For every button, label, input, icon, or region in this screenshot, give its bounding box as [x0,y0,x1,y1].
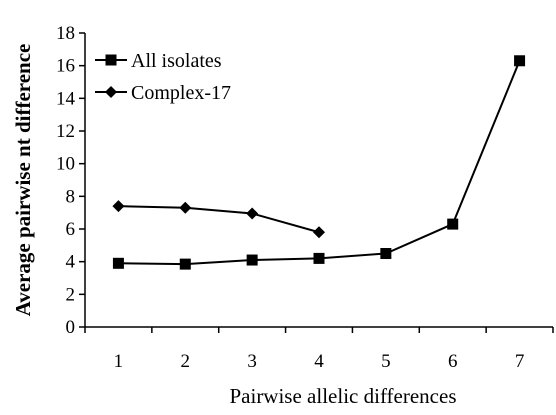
data-point-complex-17 [313,226,325,239]
x-tick-label: 1 [114,351,124,372]
y-axis-title: Average pairwise nt difference [11,44,35,317]
y-tick-label: 0 [66,317,76,338]
y-tick-label: 8 [66,186,76,207]
y-tick-label: 18 [56,23,75,44]
data-point-complex-17 [179,201,192,214]
y-tick-label: 14 [56,88,76,109]
x-tick-label: 7 [515,351,525,372]
y-tick-label: 4 [66,252,76,273]
x-tick-label: 6 [448,351,458,372]
y-tick-label: 2 [66,284,76,305]
y-tick-label: 16 [56,56,75,77]
x-tick-label: 4 [314,351,324,372]
x-tick-label: 5 [381,351,391,372]
legend-label-complex-17: Complex-17 [131,82,231,104]
y-tick-label: 12 [56,121,75,142]
data-point-all-isolates [380,248,392,259]
legend-marker-all-isolates [105,54,117,66]
legend-marker-complex-17 [105,86,117,98]
x-axis-title: Pairwise allelic differences [229,384,456,408]
x-tick-label: 3 [247,351,257,372]
data-point-all-isolates [447,218,459,230]
data-point-all-isolates [112,257,124,269]
data-point-all-isolates [179,258,191,270]
y-tick-label: 6 [66,219,76,240]
data-point-complex-17 [246,207,259,220]
data-point-complex-17 [112,200,125,213]
legend-label-all-isolates: All isolates [131,50,222,72]
data-point-all-isolates [514,55,526,67]
y-tick-label: 10 [56,154,75,175]
series-line-complex-17 [118,205,320,234]
x-tick-label: 2 [181,351,191,372]
data-point-all-isolates [246,254,258,266]
data-point-all-isolates [313,252,325,264]
